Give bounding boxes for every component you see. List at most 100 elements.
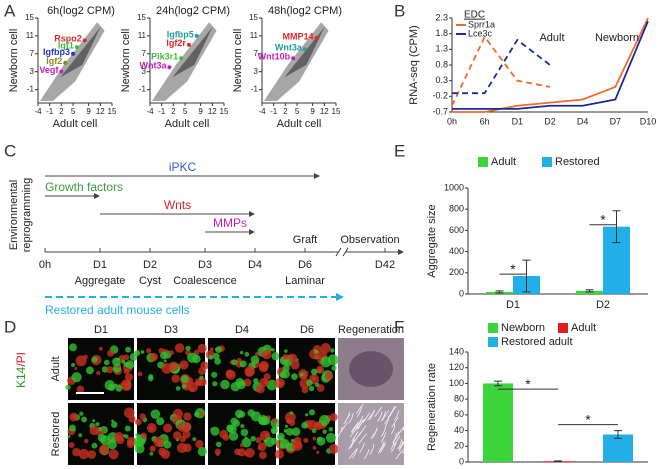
gene-label: Wnt3a: [275, 43, 303, 53]
cell-blob: [146, 423, 157, 434]
hair: [396, 426, 405, 438]
cell-blob: [258, 362, 269, 373]
phase-label: Growth factors: [45, 180, 123, 194]
cell-blob: [195, 380, 201, 386]
y-axis-label: Aggregate size: [426, 204, 438, 277]
cell-blob: [163, 440, 172, 449]
cell-blob: [135, 433, 139, 437]
cell-blob: [303, 437, 309, 443]
cell-blob: [69, 343, 77, 352]
arrowhead: [336, 293, 344, 301]
cell-blob: [123, 362, 129, 368]
cell-blob: [301, 421, 309, 429]
hair: [381, 426, 386, 437]
gene-point: [59, 69, 64, 74]
cell-blob: [114, 431, 124, 442]
column-header: D6: [300, 324, 314, 336]
cell-blob: [187, 352, 198, 363]
y-tick-label: 3: [30, 67, 35, 76]
hair: [356, 406, 363, 418]
x-tick-label: D10: [640, 116, 657, 126]
cell-blob: [198, 367, 206, 375]
cell-blob: [103, 359, 110, 366]
y-tick-label: 140: [449, 346, 464, 356]
cell-blob: [148, 374, 154, 380]
gene-point: [167, 65, 172, 70]
x-tick-label: 2: [283, 107, 288, 116]
x-tick-label: -1: [270, 107, 278, 116]
arrowhead: [94, 193, 100, 199]
cell-blob: [168, 361, 179, 372]
hair: [340, 422, 348, 433]
hair: [380, 411, 386, 422]
cell-blob: [272, 418, 278, 424]
cell-blob: [140, 350, 145, 354]
y-tick-label: 0: [459, 288, 464, 298]
cell-blob: [192, 437, 197, 442]
cell-blob: [316, 365, 325, 374]
cell-blob: [271, 347, 275, 352]
hair: [391, 442, 397, 453]
cell-blob: [322, 429, 327, 434]
arrowhead: [249, 211, 255, 217]
error-bar: [612, 210, 621, 244]
cell-blob: [238, 411, 246, 418]
row-label: Adult: [50, 356, 62, 381]
cell-blob: [313, 421, 323, 431]
gene-point: [194, 33, 199, 38]
cell-blob: [174, 343, 185, 353]
cell-blob: [284, 424, 289, 428]
point-cloud-core: [60, 26, 101, 78]
cell-blob: [293, 436, 302, 445]
cell-blob: [124, 425, 131, 432]
stain-part: /: [14, 363, 28, 367]
axis-break: [335, 247, 349, 257]
cell-blob: [213, 352, 220, 360]
hair: [369, 444, 375, 455]
cell-blob: [106, 366, 114, 374]
cell-blob: [81, 416, 88, 423]
hair: [380, 432, 387, 443]
event-label: Graft: [293, 234, 317, 246]
cell-blob: [169, 350, 174, 355]
cell-blob: [156, 417, 165, 426]
y-tick-label: 120: [449, 362, 464, 372]
cell-blob: [228, 431, 239, 441]
x-axis-label: Adult cell: [277, 118, 322, 130]
cell-blob: [316, 450, 320, 455]
cell-blob: [320, 343, 331, 354]
gene-point: [63, 60, 68, 65]
y-tick-label: 400: [449, 246, 464, 256]
cell-blob: [301, 386, 309, 394]
legend-swatch: [488, 337, 498, 347]
cell-blob: [320, 356, 332, 368]
x-tick-label: 15: [220, 107, 229, 116]
hair: [355, 419, 362, 430]
cell-blob: [133, 440, 141, 448]
error-bar: [494, 380, 502, 387]
hair: [392, 432, 397, 444]
x-tick-label: 5: [295, 107, 300, 116]
cell-blob: [299, 372, 304, 377]
gene-point: [291, 56, 296, 61]
cell-blob: [71, 372, 82, 383]
hair: [377, 411, 383, 422]
cell-blob: [128, 415, 136, 423]
cell-blob: [199, 411, 204, 417]
line-series: [452, 20, 649, 110]
y-tick-label: 11: [250, 31, 259, 40]
cell-blob: [115, 384, 123, 392]
legend-label: Lce3c: [468, 28, 493, 38]
legend-label: Restored: [555, 156, 600, 168]
y-tick-label: 200: [449, 267, 464, 277]
point-cloud: [40, 22, 105, 101]
gene-point: [71, 51, 76, 56]
cell-blob: [329, 413, 338, 422]
timeline-tick-label: D1: [93, 259, 107, 271]
cell-blob: [78, 433, 83, 438]
y-tick-label: 0: [459, 456, 464, 466]
cell-blob: [215, 452, 220, 457]
gene-point: [314, 36, 319, 41]
cell-blob: [313, 349, 319, 354]
panel-letter: D: [4, 317, 16, 336]
